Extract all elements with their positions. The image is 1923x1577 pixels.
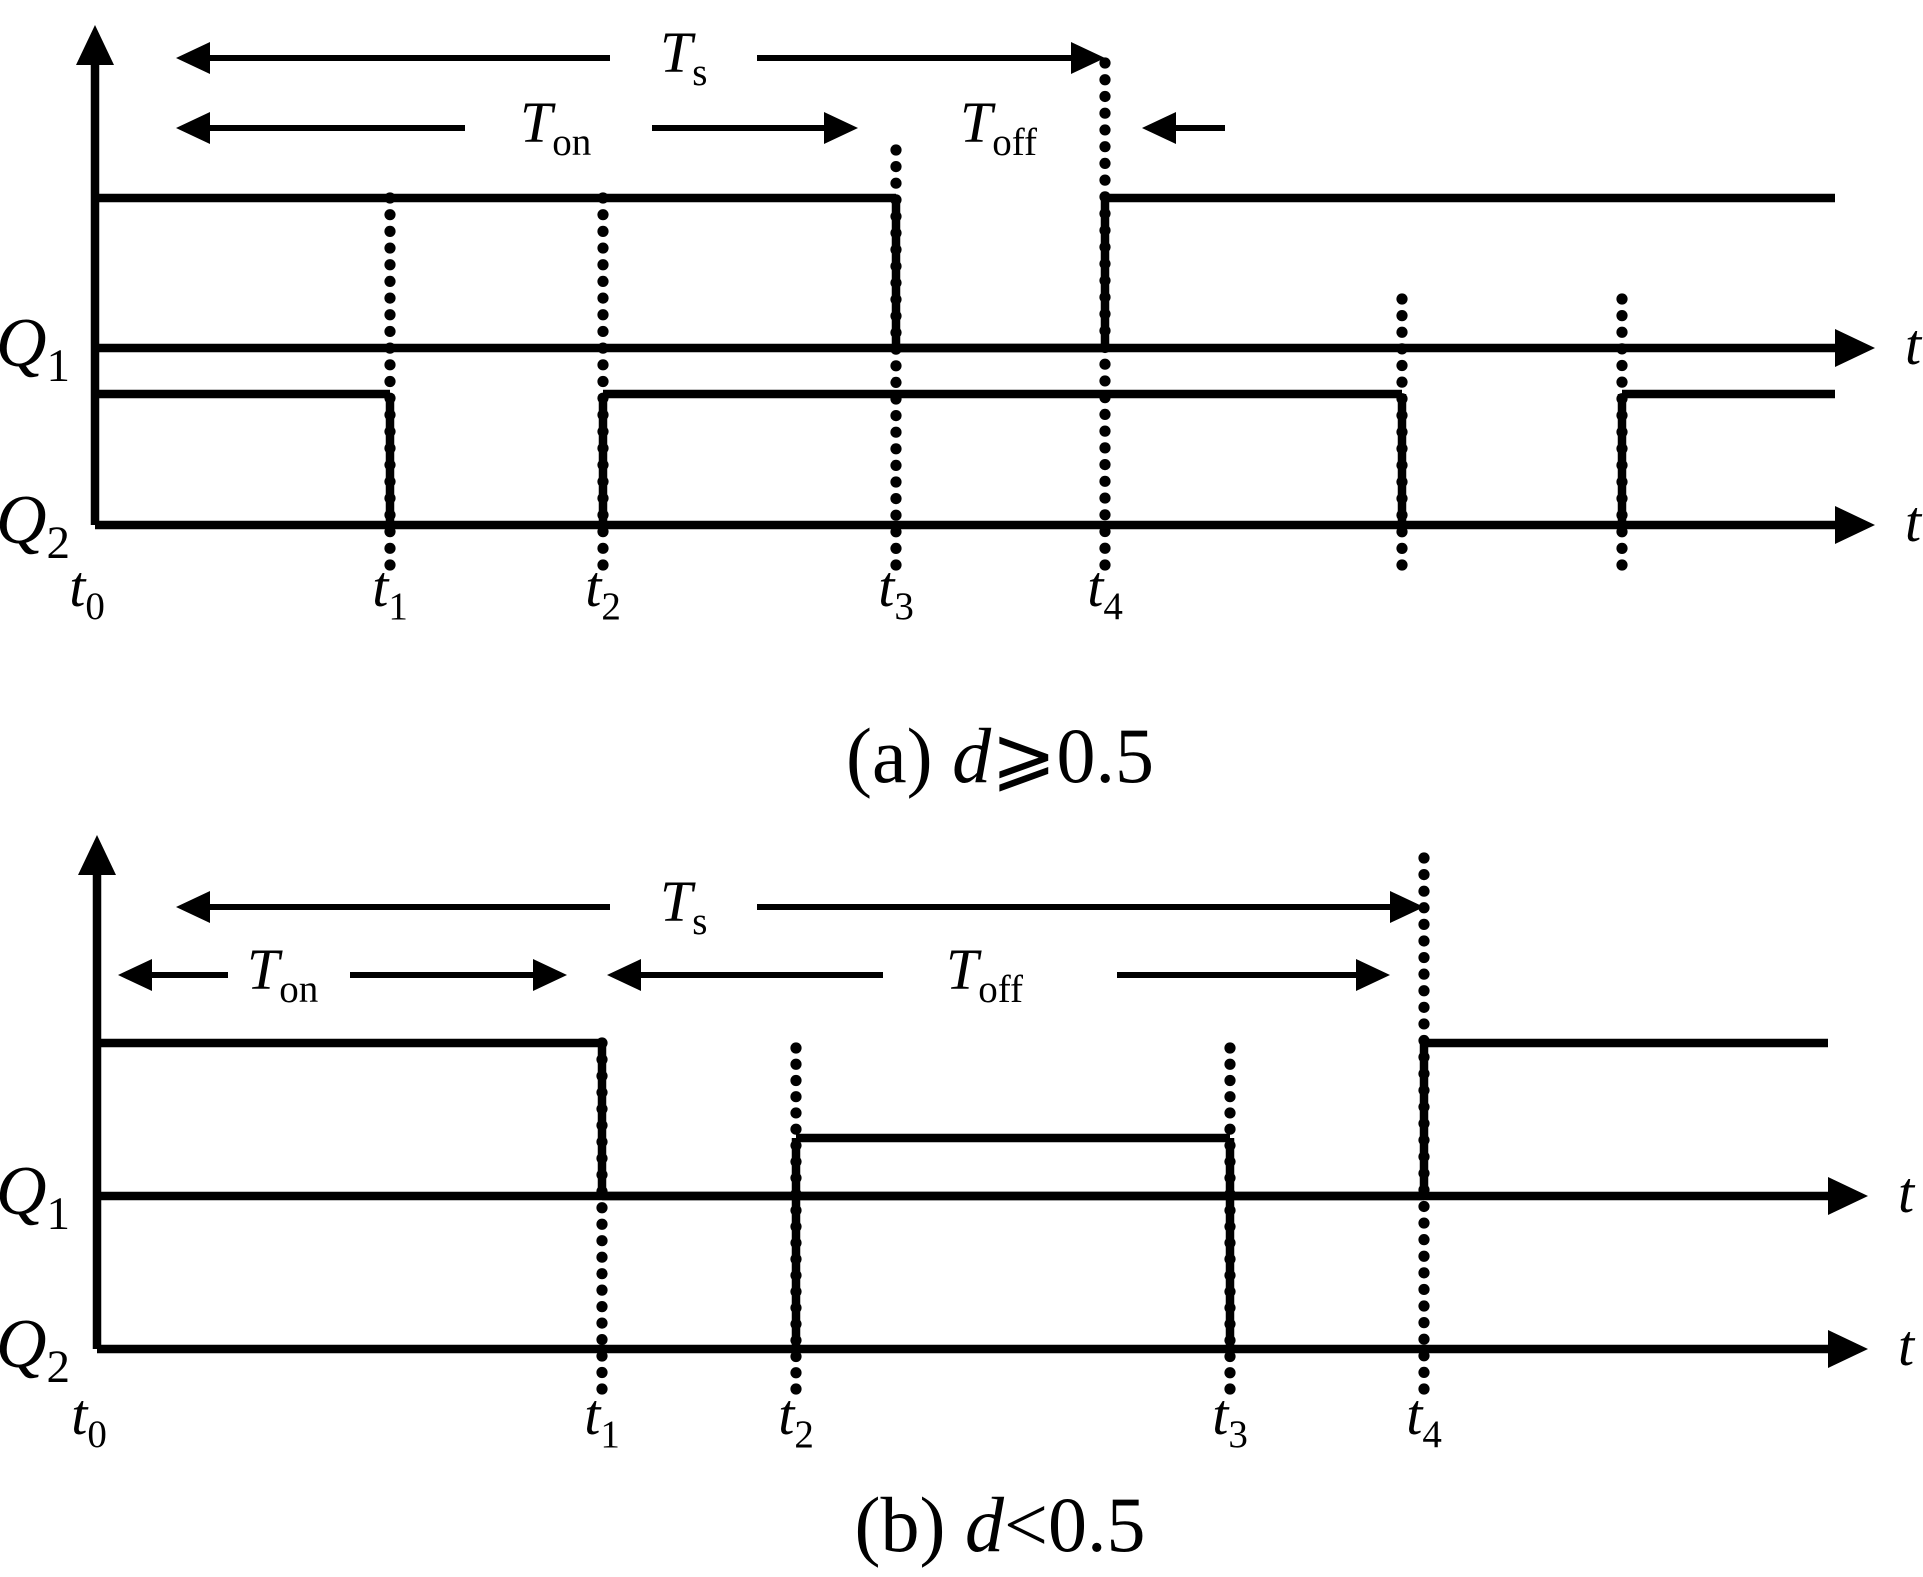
svg-text:t: t — [1898, 1313, 1916, 1378]
svg-text:t: t — [1905, 489, 1923, 554]
svg-text:t: t — [1898, 1160, 1916, 1225]
svg-text:(b) d<0.5: (b) d<0.5 — [855, 1481, 1146, 1568]
svg-text:t: t — [1905, 312, 1923, 377]
svg-text:(a) d⩾0.5: (a) d⩾0.5 — [846, 712, 1154, 799]
